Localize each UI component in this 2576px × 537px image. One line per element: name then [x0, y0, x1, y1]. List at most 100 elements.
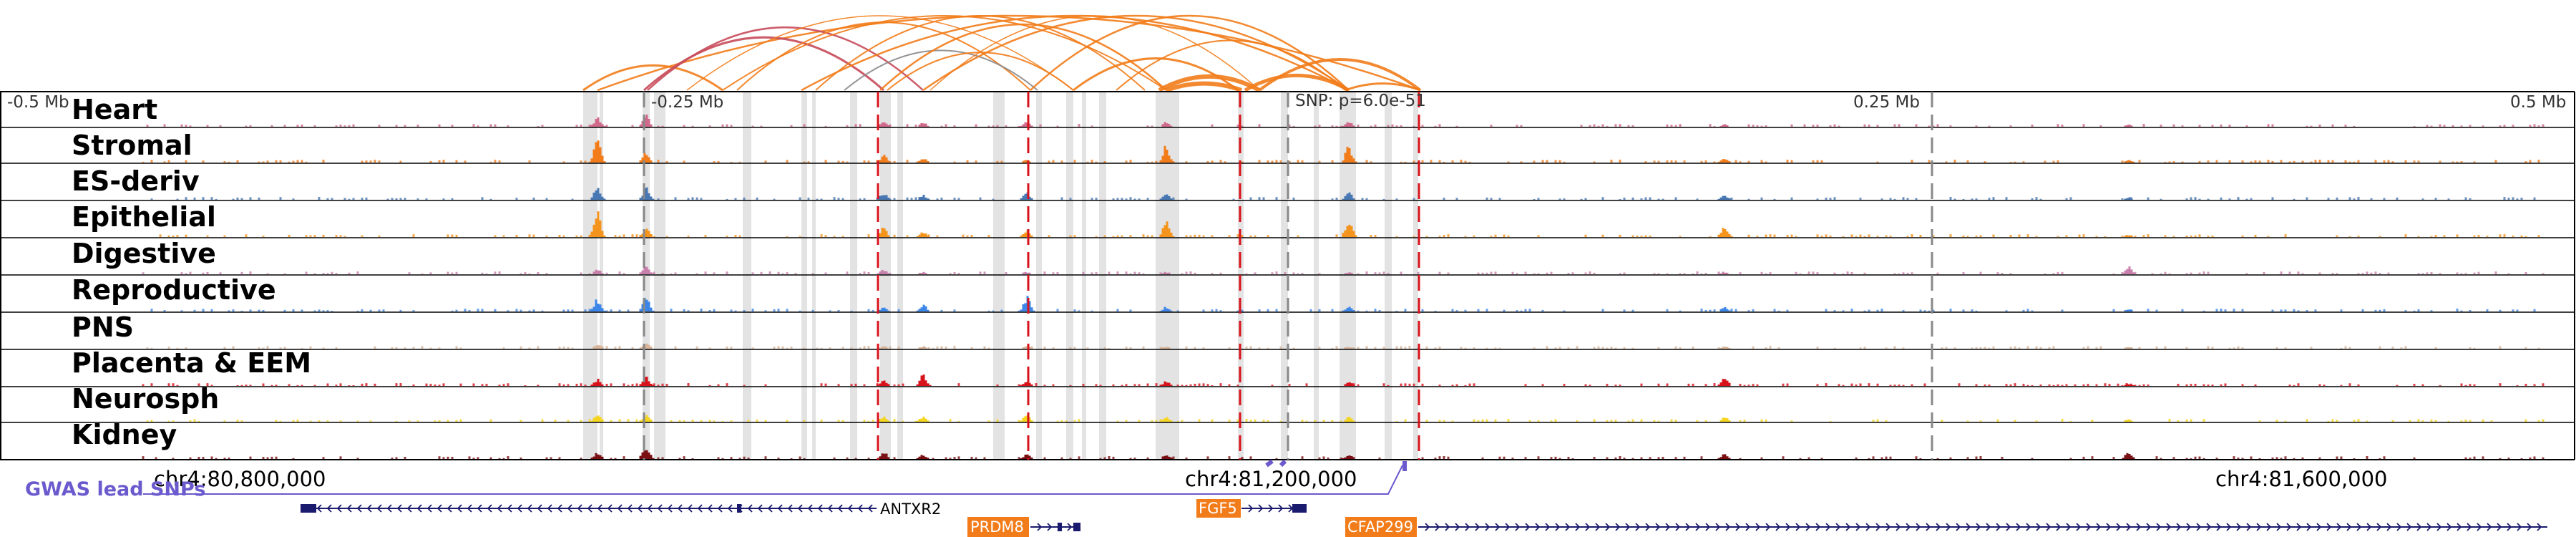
highlight-band — [801, 92, 807, 460]
signal-peak — [2124, 235, 2133, 237]
coordinate-label-1: chr4:80,800,000 — [154, 467, 326, 491]
signal-peak — [1020, 230, 1033, 237]
gene-exon — [1073, 523, 1080, 531]
highlight-band — [1413, 92, 1418, 460]
gene-box-cfap299 — [1345, 517, 1417, 537]
signal-track — [146, 415, 2545, 422]
highlight-band — [1281, 92, 1288, 460]
highlight-band — [1036, 92, 1042, 460]
interaction-arc — [815, 15, 1146, 91]
signal-peak — [590, 188, 606, 200]
signal-peak — [1717, 195, 1731, 200]
highlight-band — [1082, 92, 1086, 460]
signal-peak — [1018, 296, 1035, 311]
highlight-band — [1066, 92, 1073, 460]
signal-peak — [1020, 454, 1033, 459]
signal-peak — [879, 307, 890, 311]
track-label-kidney: Kidney — [72, 419, 177, 450]
signal-noise — [150, 197, 2536, 200]
interaction-arc — [1165, 81, 1243, 92]
signal-peak — [2124, 347, 2133, 349]
signal-peak — [1344, 347, 1353, 349]
highlight-band — [1156, 92, 1179, 460]
signal-peak — [1719, 124, 1729, 127]
interaction-arc — [1345, 82, 1421, 92]
signal-peak — [877, 453, 890, 459]
track-label-neurosph: Neurosph — [72, 383, 219, 415]
signal-peak — [639, 297, 655, 311]
interaction-arc — [801, 14, 1350, 92]
signal-peak — [877, 269, 890, 274]
chromatin-interaction-arcs — [582, 14, 1422, 92]
signal-peak — [1161, 347, 1171, 349]
signal-track — [159, 211, 2540, 237]
signal-peak — [1719, 271, 1729, 274]
signal-peak — [1344, 382, 1355, 386]
signal-peak — [2122, 453, 2135, 459]
signal-peak — [877, 380, 890, 386]
gene-cfap299 — [1418, 523, 2547, 531]
interaction-arc — [722, 15, 1167, 91]
gwas-snp-marker — [1402, 461, 1407, 471]
gene-label-fgf5: FGF5 — [1199, 500, 1237, 517]
signal-peak — [2124, 384, 2135, 386]
signal-peak — [1344, 272, 1353, 274]
signal-peak — [916, 232, 930, 237]
gwas-snp-marker — [1265, 459, 1274, 468]
signal-peak — [916, 159, 930, 163]
track-label-heart: Heart — [72, 94, 157, 125]
signal-peak — [1159, 306, 1173, 311]
signal-peak — [1717, 454, 1731, 459]
interaction-arc — [647, 26, 924, 91]
signal-track — [142, 450, 2545, 459]
gene-prdm8 — [1030, 523, 1080, 531]
signal-peak — [639, 153, 653, 163]
signal-peak — [590, 117, 606, 127]
signal-peak — [639, 450, 655, 459]
signal-peak — [1717, 228, 1733, 237]
highlight-band — [743, 92, 751, 460]
signal-peak — [1159, 221, 1175, 237]
highlight-band — [600, 92, 603, 460]
interaction-arc — [1158, 74, 1261, 92]
signal-peak — [1342, 147, 1357, 163]
track-label-reproductive: Reproductive — [72, 274, 276, 306]
signal-peak — [879, 346, 888, 349]
signal-peak — [590, 415, 604, 422]
signal-peak — [1159, 194, 1173, 200]
gene-exon — [737, 504, 741, 513]
strand-arrows — [1425, 523, 2542, 531]
signal-track — [142, 266, 2545, 274]
signal-peak — [590, 299, 606, 311]
signal-peak — [1022, 160, 1031, 163]
signal-peak — [918, 122, 930, 127]
track-signals — [142, 115, 2545, 459]
signal-peak — [1159, 145, 1175, 163]
highlight-band — [850, 92, 857, 460]
gene-label-antxr2: ANTXR2 — [880, 500, 941, 518]
snp-dashed-lines — [643, 92, 1933, 460]
signal-peak — [1342, 455, 1355, 459]
track-labels: Heart Stromal ES-deriv Epithelial Digest… — [72, 94, 311, 450]
gene-fgf5 — [1241, 504, 1307, 513]
signal-peak — [877, 195, 890, 200]
signal-track — [142, 140, 2540, 163]
highlight-band — [897, 92, 903, 460]
gene-label-prdm8: PRDM8 — [970, 518, 1024, 536]
signal-peak — [1719, 417, 1731, 422]
highlight-band — [654, 92, 665, 460]
strand-arrows — [1037, 523, 1073, 531]
track-label-digestive: Digestive — [72, 238, 216, 269]
signal-peak — [1342, 192, 1355, 200]
signal-peak — [639, 187, 655, 200]
signal-peak — [1161, 455, 1173, 459]
highlight-band — [643, 92, 650, 460]
signal-noise — [146, 124, 2545, 127]
track-label-es-deriv: ES-deriv — [72, 165, 200, 197]
gene-annotation-track: ANTXR2 PRDM8 FGF5 CFAP299 — [301, 499, 2547, 537]
track-label-stromal: Stromal — [72, 130, 192, 161]
axis-label-left: -0.5 Mb — [7, 93, 69, 112]
gene-exon — [301, 504, 316, 513]
interaction-arc — [1244, 74, 1350, 92]
